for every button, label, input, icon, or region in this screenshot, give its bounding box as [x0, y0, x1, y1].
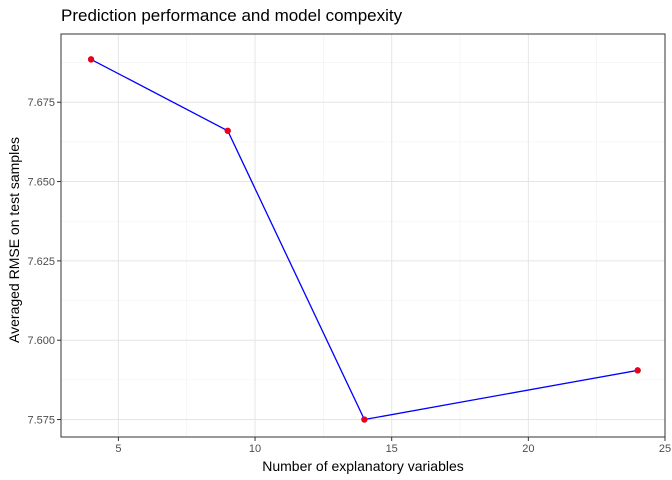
x-tick-label: 25 [659, 443, 671, 455]
plot-panel-border [60, 33, 666, 438]
grid-major [61, 34, 666, 437]
series-line-path [90, 58, 638, 421]
y-tick-label: 7.650 [27, 177, 55, 189]
x-axis-title: Number of explanatory variables [262, 458, 464, 474]
x-axis: 5 10 15 20 25 [115, 437, 671, 455]
y-axis-title: Averaged RMSE on test samples [6, 137, 22, 343]
series-line [90, 58, 638, 421]
x-tick-label: 5 [115, 443, 121, 455]
data-point [634, 367, 641, 374]
data-point [361, 416, 368, 423]
y-axis: 7.575 7.600 7.625 7.650 7.675 [27, 97, 61, 427]
x-tick-label: 20 [522, 443, 534, 455]
y-tick-label: 7.675 [27, 97, 55, 109]
y-tick-label: 7.575 [27, 415, 55, 427]
x-tick-label: 15 [386, 443, 398, 455]
y-tick-label: 7.625 [27, 256, 55, 268]
series-points [87, 56, 641, 423]
chart-title: Prediction performance and model compexi… [61, 6, 403, 25]
y-tick-label: 7.600 [27, 335, 55, 347]
x-tick-label: 10 [249, 443, 261, 455]
data-point [87, 56, 95, 63]
grid-minor [61, 34, 665, 437]
data-point [224, 127, 231, 134]
